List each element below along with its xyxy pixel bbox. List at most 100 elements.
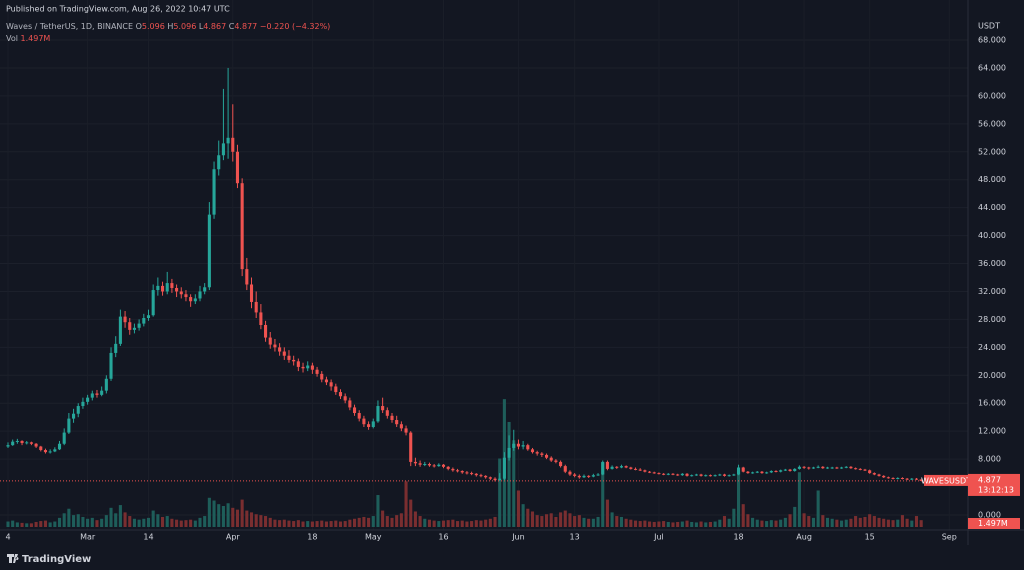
x-tick-label: Aug xyxy=(796,533,812,542)
volume-bar xyxy=(72,515,76,527)
volume-bar xyxy=(638,521,642,527)
candle-body xyxy=(72,413,76,419)
volume-bar xyxy=(648,521,652,527)
candle-body xyxy=(235,151,240,184)
brand-logo xyxy=(7,554,19,563)
volume-bar xyxy=(156,514,160,527)
candle-body xyxy=(20,440,24,444)
volume-bar xyxy=(886,519,890,527)
candle-body xyxy=(849,466,853,469)
volume-bar xyxy=(278,520,282,527)
candle-body xyxy=(493,478,497,481)
volume-bar xyxy=(273,519,277,527)
volume-bar xyxy=(343,521,347,527)
volume-bar xyxy=(235,509,240,527)
candle-body xyxy=(381,406,385,411)
candle-body xyxy=(680,473,684,476)
x-tick-label: Sep xyxy=(942,533,957,542)
candle-body xyxy=(249,284,254,302)
volume-bar xyxy=(6,521,10,527)
volume-bar xyxy=(774,520,778,527)
volume-bar xyxy=(493,516,497,527)
volume-bar xyxy=(919,520,923,527)
candle-body xyxy=(900,477,904,479)
volume-bar xyxy=(207,497,211,527)
volume-bar xyxy=(722,516,727,527)
candle-body xyxy=(751,472,755,474)
volume-bar xyxy=(844,519,848,527)
candle-body xyxy=(549,457,553,461)
volume-bar xyxy=(34,521,38,527)
volume-bar xyxy=(427,519,432,527)
volume-bar xyxy=(137,519,141,527)
candle-body xyxy=(67,418,71,433)
y-tick-label: 48.000 xyxy=(978,175,1006,184)
candle-body xyxy=(535,452,539,454)
volume-bar xyxy=(713,521,717,527)
ohlc-value: 4.877 xyxy=(234,22,257,31)
volume-bar xyxy=(254,514,258,527)
candle-body xyxy=(821,466,825,469)
candle-body xyxy=(882,475,886,478)
volume-bar xyxy=(460,520,464,527)
symbol-tag: WAVESUSDT xyxy=(921,476,971,485)
x-tick-label: 16 xyxy=(438,533,448,542)
y-tick-label: 68.000 xyxy=(978,36,1006,45)
y-tick-label: 44.000 xyxy=(978,203,1006,212)
volume-bar xyxy=(488,518,492,527)
candle-body xyxy=(484,475,488,478)
volume-bar xyxy=(666,521,670,527)
volume-bar xyxy=(830,518,834,527)
ohlc-letter: C xyxy=(229,22,235,31)
candle-body xyxy=(189,297,193,302)
volume-bar xyxy=(816,490,820,527)
candle-body xyxy=(409,432,413,462)
volume-bar xyxy=(212,500,216,527)
volume-bar xyxy=(381,510,385,527)
candle-body xyxy=(43,450,48,453)
candle-body xyxy=(432,465,436,467)
volume-bar xyxy=(601,463,605,527)
volume-bar xyxy=(184,520,188,527)
candle-body xyxy=(287,355,291,360)
candle-body xyxy=(610,466,614,469)
candle-body xyxy=(797,466,801,469)
volume-bar xyxy=(643,520,647,527)
candle-body xyxy=(708,475,712,477)
volume-bar xyxy=(699,521,703,527)
volume-bar xyxy=(413,511,417,527)
volume-bar xyxy=(676,521,680,527)
candle-body xyxy=(512,443,516,448)
ohlc-letter: O xyxy=(136,22,142,31)
candle-body xyxy=(741,467,745,472)
volume-bar xyxy=(825,517,830,527)
candle-body xyxy=(666,473,670,475)
change: −0.220 (−4.32%) xyxy=(260,22,331,31)
volume-bar xyxy=(690,521,694,527)
candle-body xyxy=(395,420,399,425)
candle-body xyxy=(577,475,581,478)
candle-body xyxy=(264,325,268,338)
volume-bar xyxy=(587,518,591,527)
volume-bar xyxy=(53,521,57,527)
candle-body xyxy=(6,445,10,447)
candle-body xyxy=(296,361,300,367)
volume-bar xyxy=(315,521,319,527)
candle-body xyxy=(34,443,38,447)
candle-body xyxy=(596,474,600,476)
candle-body xyxy=(329,382,333,387)
volume-bar xyxy=(470,521,474,527)
candle-body xyxy=(76,406,80,414)
candle-body xyxy=(825,467,830,469)
volume-bar xyxy=(657,521,661,527)
volume-bar xyxy=(863,516,867,527)
candle-body xyxy=(456,470,460,472)
candle-body xyxy=(170,283,174,288)
volume-bar xyxy=(160,516,165,527)
volume-bar xyxy=(662,521,666,527)
candle-body xyxy=(732,474,736,476)
volume-bar xyxy=(521,504,525,527)
candle-body xyxy=(123,316,127,323)
brand-name: TradingView xyxy=(22,554,91,565)
volume-bar xyxy=(81,516,85,527)
